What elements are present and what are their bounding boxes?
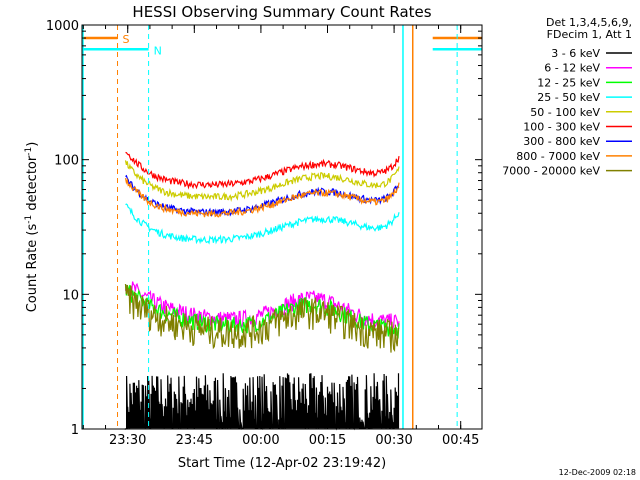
x-tick-label-4: 00:30 xyxy=(375,433,412,448)
legend-label-7: 800 - 7000 keV xyxy=(516,150,600,163)
legend-label-0: 3 - 6 keV xyxy=(551,47,600,60)
series-line-7 xyxy=(124,177,400,218)
y-axis-label: Count Rate (s-1 detector-1) xyxy=(24,142,40,313)
y-tick-label-2: 100 xyxy=(54,154,79,169)
series-line-5 xyxy=(125,151,400,190)
ylabel-sup1: -1 xyxy=(24,215,34,224)
series-line-0 xyxy=(124,373,400,431)
legend-header-2: FDecim 1, Att 1 xyxy=(547,28,632,41)
y-tick-label-3: 1000 xyxy=(46,19,79,34)
legend-label-1: 6 - 12 keV xyxy=(544,62,600,75)
series-line-3 xyxy=(125,203,400,245)
x-axis: 23:30 23:45 00:00 00:15 00:30 00:45 xyxy=(82,25,479,448)
legend-label-5: 100 - 300 keV xyxy=(523,121,600,134)
plot-frame xyxy=(81,24,483,430)
x-axis-label: Start Time (12-Apr-02 23:19:42) xyxy=(178,456,386,471)
x-tick-label-2: 00:00 xyxy=(242,433,279,448)
series-line-4 xyxy=(124,160,400,202)
legend-label-6: 300 - 800 keV xyxy=(523,135,600,148)
flag-label-1: N xyxy=(154,44,162,57)
legend-label-2: 12 - 25 keV xyxy=(537,76,600,89)
series-line-8 xyxy=(124,283,400,353)
y-tick-label-0: 1 xyxy=(71,423,79,438)
x-tick-label-0: 23:30 xyxy=(109,433,146,448)
chart-title: HESSI Observing Summary Count Rates xyxy=(132,3,431,21)
ylabel-sup2: -1 xyxy=(24,147,34,156)
ylabel-mid: detector xyxy=(25,155,40,215)
timestamp: 12-Dec-2009 02:18 xyxy=(559,468,636,477)
legend-header-1: Det 1,3,4,5,6,9, xyxy=(546,16,632,29)
x-tick-label-3: 00:15 xyxy=(309,433,346,448)
series-line-1 xyxy=(124,281,400,333)
y-tick-label-1: 10 xyxy=(62,288,79,303)
y-axis: 1 10 100 1000 xyxy=(46,19,482,438)
ylabel-main: Count Rate (s xyxy=(25,224,40,313)
x-tick-label-5: 00:45 xyxy=(442,433,479,448)
ylabel-end: ) xyxy=(25,142,40,147)
legend-label-4: 50 - 100 keV xyxy=(530,106,600,119)
flag-label-0: S xyxy=(123,33,130,46)
legend-label-3: 25 - 50 keV xyxy=(537,91,600,104)
plot-area: SN xyxy=(82,25,482,431)
legend-label-8: 7000 - 20000 keV xyxy=(502,165,600,178)
x-tick-label-1: 23:45 xyxy=(176,433,213,448)
